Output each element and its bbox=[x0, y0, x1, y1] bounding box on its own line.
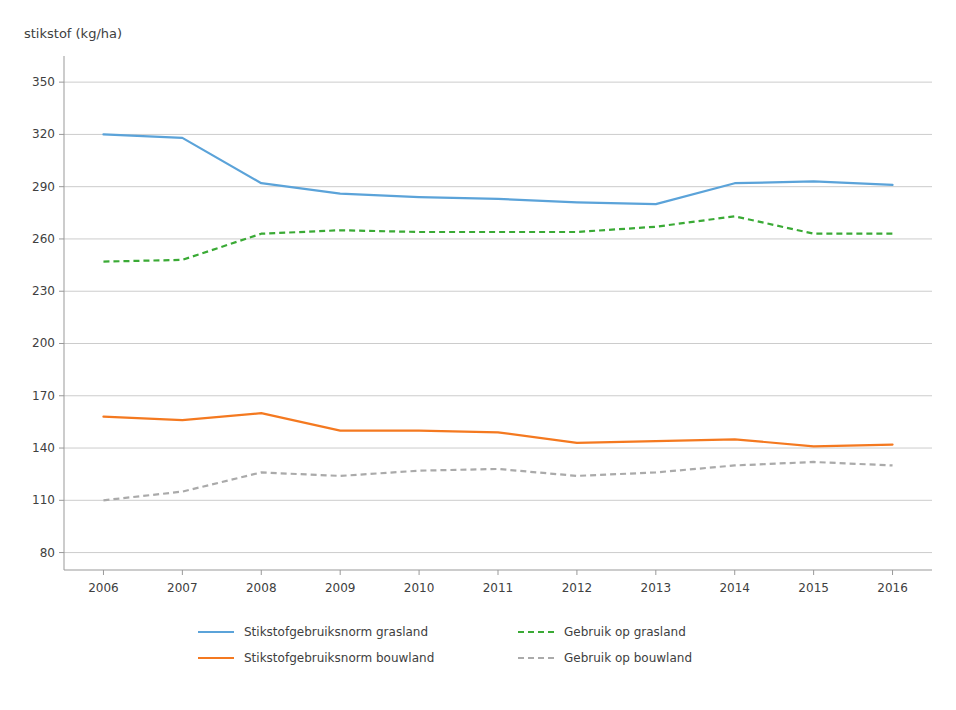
grid-line bbox=[64, 552, 932, 553]
y-tick-label: 110 bbox=[32, 493, 55, 507]
x-tick bbox=[182, 570, 183, 575]
y-tick bbox=[59, 291, 64, 292]
series-line bbox=[103, 462, 892, 500]
grid-line bbox=[64, 134, 932, 135]
series-line bbox=[103, 413, 892, 446]
x-tick-label: 2012 bbox=[562, 581, 593, 595]
grid-line bbox=[64, 448, 932, 449]
grid-line bbox=[64, 500, 932, 501]
y-tick bbox=[59, 186, 64, 187]
series-line bbox=[103, 134, 892, 204]
y-tick-label: 320 bbox=[32, 127, 55, 141]
y-tick-label: 260 bbox=[32, 232, 55, 246]
legend-swatch bbox=[518, 657, 554, 659]
y-tick bbox=[59, 448, 64, 449]
chart: 8011014017020023026029032035020062007200… bbox=[0, 0, 956, 710]
x-tick-label: 2010 bbox=[404, 581, 435, 595]
x-tick bbox=[340, 570, 341, 575]
x-tick-label: 2006 bbox=[88, 581, 119, 595]
legend-swatch bbox=[198, 657, 234, 659]
legend-label: Stikstofgebruiksnorm grasland bbox=[244, 625, 428, 639]
x-tick-label: 2016 bbox=[877, 581, 908, 595]
lines bbox=[103, 134, 892, 500]
x-tick-label: 2008 bbox=[246, 581, 277, 595]
x-tick bbox=[892, 570, 893, 575]
y-tick-label: 80 bbox=[40, 546, 55, 560]
y-tick bbox=[59, 238, 64, 239]
grid-line bbox=[64, 186, 932, 187]
y-tick bbox=[59, 82, 64, 83]
y-tick-label: 200 bbox=[32, 336, 55, 350]
legend-swatch bbox=[198, 631, 234, 633]
x-tick-label: 2007 bbox=[167, 581, 198, 595]
x-tick bbox=[419, 570, 420, 575]
y-tick-label: 230 bbox=[32, 284, 55, 298]
x-tick bbox=[103, 570, 104, 575]
legend-label: Stikstofgebruiksnorm bouwland bbox=[244, 651, 434, 665]
legend-swatch bbox=[518, 631, 554, 633]
x-tick bbox=[734, 570, 735, 575]
grid-line bbox=[64, 238, 932, 239]
y-tick-label: 350 bbox=[32, 75, 55, 89]
y-tick bbox=[59, 134, 64, 135]
x-tick-label: 2009 bbox=[325, 581, 356, 595]
grid bbox=[64, 82, 932, 552]
y-axis: 80 110 140 170 200 230 260 290 320 350 bbox=[32, 56, 64, 570]
x-tick bbox=[261, 570, 262, 575]
legend-label: Gebruik op bouwland bbox=[564, 651, 692, 665]
y-tick-label: 140 bbox=[32, 441, 55, 455]
y-tick-label: 170 bbox=[32, 389, 55, 403]
grid-line bbox=[64, 82, 932, 83]
x-tick-label: 2011 bbox=[483, 581, 514, 595]
x-tick bbox=[655, 570, 656, 575]
x-tick-label: 2013 bbox=[641, 581, 672, 595]
y-tick bbox=[59, 395, 64, 396]
y-tick bbox=[59, 552, 64, 553]
x-axis: 2006 2007 2008 2009 2010 2011 2012 2013 2014 2015… bbox=[64, 570, 932, 595]
x-tick bbox=[576, 570, 577, 575]
y-axis-label: stikstof (kg/ha) bbox=[24, 26, 122, 41]
y-tick-label: 290 bbox=[32, 180, 55, 194]
grid-line bbox=[64, 395, 932, 396]
series-line bbox=[103, 216, 892, 261]
x-tick bbox=[813, 570, 814, 575]
x-tick-label: 2015 bbox=[798, 581, 829, 595]
y-axis-line bbox=[64, 56, 65, 570]
legend: Stikstofgebruiksnorm grasland Gebruik op … bbox=[198, 625, 692, 665]
legend-label: Gebruik op grasland bbox=[564, 625, 686, 639]
y-tick bbox=[59, 500, 64, 501]
grid-line bbox=[64, 343, 932, 344]
grid-line bbox=[64, 291, 932, 292]
y-tick bbox=[59, 343, 64, 344]
x-tick bbox=[498, 570, 499, 575]
x-tick-label: 2014 bbox=[719, 581, 750, 595]
